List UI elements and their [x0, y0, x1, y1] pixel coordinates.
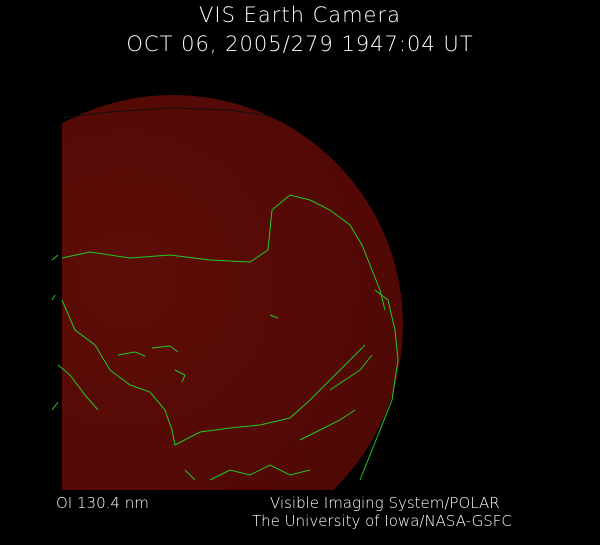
image-title: VIS Earth Camera [199, 3, 401, 27]
earth-disk [62, 95, 403, 490]
credit-institution: The University of Iowa/NASA-GSFC [252, 512, 512, 530]
wavelength-label: OI 130.4 nm [56, 494, 149, 512]
observation-timestamp: OCT 06, 2005/279 1947:04 UT [126, 32, 474, 56]
credit-instrument: Visible Imaging System/POLAR [270, 494, 500, 512]
coastlines [51, 107, 399, 481]
